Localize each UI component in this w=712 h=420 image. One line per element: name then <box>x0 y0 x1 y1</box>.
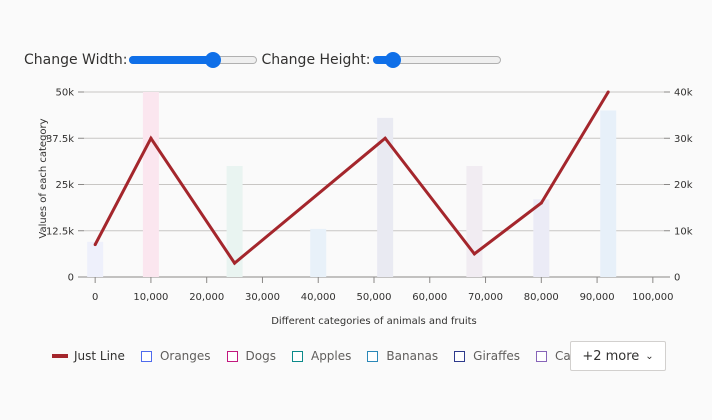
legend-label: Just Line <box>74 349 125 363</box>
line-point <box>233 261 237 265</box>
chart-size-controls: Change Width: Change Height: <box>24 50 505 70</box>
height-slider-fill <box>372 56 393 64</box>
x-tick-label: 0 <box>92 292 98 303</box>
y-tick-label: 25k <box>55 180 74 191</box>
bar <box>533 199 550 277</box>
bar <box>226 166 243 277</box>
legend-label: Apples <box>310 349 352 363</box>
legend-box-swatch <box>367 350 379 362</box>
x-tick-label: 70,000 <box>468 292 503 303</box>
legend-item[interactable]: Giraffes <box>454 349 520 363</box>
x-tick-label: 40,000 <box>301 292 336 303</box>
x-tick-label: 30,000 <box>245 292 280 303</box>
y-axis-title: Values of each category <box>38 118 49 238</box>
bar <box>310 228 327 277</box>
y-tick-label: 0 <box>68 273 74 284</box>
height-label: Change Height: <box>261 52 371 68</box>
legend-box-swatch <box>291 350 303 362</box>
chevron-down-icon: ⌄ <box>645 350 654 362</box>
width-slider[interactable] <box>129 52 258 68</box>
legend-item[interactable]: Oranges <box>140 349 211 363</box>
height-slider[interactable] <box>372 52 501 68</box>
bar <box>142 92 159 277</box>
legend-more-button[interactable]: +2 more ⌄ <box>570 341 666 371</box>
legend-box-swatch <box>140 350 152 362</box>
x-tick-label: 20,000 <box>189 292 224 303</box>
legend-item[interactable]: Apples <box>291 349 352 363</box>
width-slider-fill <box>129 56 213 64</box>
height-slider-thumb[interactable] <box>384 52 401 68</box>
y-tick-label: 37.5k <box>46 134 74 145</box>
legend-line-swatch <box>52 354 68 358</box>
legend-box-swatch <box>454 350 466 362</box>
y2-tick-label: 20k <box>674 180 693 191</box>
bar <box>87 241 104 277</box>
legend-item[interactable]: Just Line <box>52 349 125 363</box>
line-point <box>472 252 476 256</box>
legend-label: Bananas <box>386 349 439 363</box>
x-tick-label: 10,000 <box>133 292 168 303</box>
y-tick-label: 50k <box>55 88 74 99</box>
legend-more-label: +2 more <box>582 348 640 364</box>
line-series <box>93 91 610 266</box>
y2-tick-label: 0 <box>674 273 680 284</box>
x-axis-title: Different categories of animals and frui… <box>271 316 477 327</box>
width-label: Change Width: <box>24 52 128 68</box>
chart-legend: Just Line Oranges Dogs Apples Bananas Giraffe… <box>52 341 598 371</box>
legend-label: Dogs <box>245 349 276 363</box>
x-tick-label: 80,000 <box>524 292 559 303</box>
legend-label: Giraffes <box>473 349 520 363</box>
x-tick-label: 90,000 <box>580 292 615 303</box>
bar <box>377 117 394 278</box>
y-tick-label: 12.5k <box>46 226 74 237</box>
legend-box-swatch <box>226 350 238 362</box>
line-point <box>383 136 387 140</box>
x-tick-label: 100,000 <box>632 292 673 303</box>
line-point <box>606 90 610 94</box>
legend-box-swatch <box>536 350 547 362</box>
legend-item[interactable]: Bananas <box>367 349 438 363</box>
x-tick-label: 60,000 <box>412 292 447 303</box>
chart-svg: 0 12.5k 25k 37.5k 50k 0 10k 20k 30k 40k 0 10,000 20,… <box>38 88 693 328</box>
bar <box>600 110 617 277</box>
y2-tick-label: 40k <box>674 88 693 99</box>
line-point <box>149 136 153 140</box>
legend-item[interactable]: Dogs <box>226 349 276 363</box>
y2-tick-label: 30k <box>674 134 693 145</box>
bar <box>466 166 483 277</box>
line-point <box>93 243 97 247</box>
x-tick-label: 50,000 <box>357 292 392 303</box>
width-slider-thumb[interactable] <box>204 52 221 68</box>
y2-tick-label: 10k <box>674 226 693 237</box>
line-point <box>539 201 543 205</box>
legend-label: Oranges <box>159 349 211 363</box>
